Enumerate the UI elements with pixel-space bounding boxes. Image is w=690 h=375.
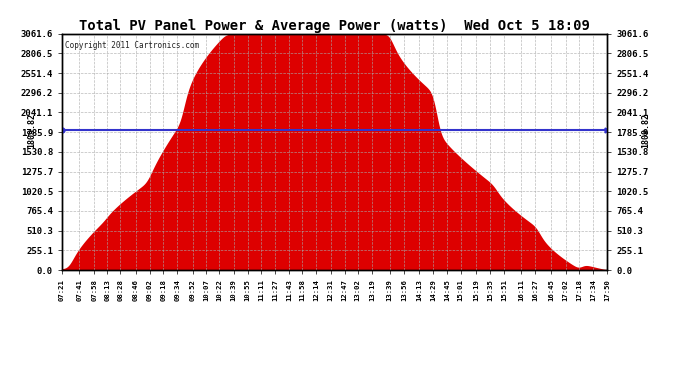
Text: 1809.82: 1809.82 bbox=[28, 113, 37, 148]
Text: Copyright 2011 Cartronics.com: Copyright 2011 Cartronics.com bbox=[65, 41, 199, 50]
Title: Total PV Panel Power & Average Power (watts)  Wed Oct 5 18:09: Total PV Panel Power & Average Power (wa… bbox=[79, 19, 590, 33]
Text: 1809.82: 1809.82 bbox=[641, 113, 650, 148]
